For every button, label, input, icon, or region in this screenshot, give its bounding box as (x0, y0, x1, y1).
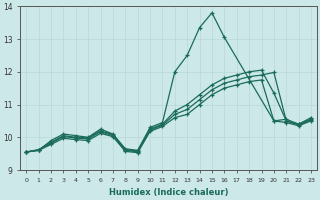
X-axis label: Humidex (Indice chaleur): Humidex (Indice chaleur) (109, 188, 228, 197)
